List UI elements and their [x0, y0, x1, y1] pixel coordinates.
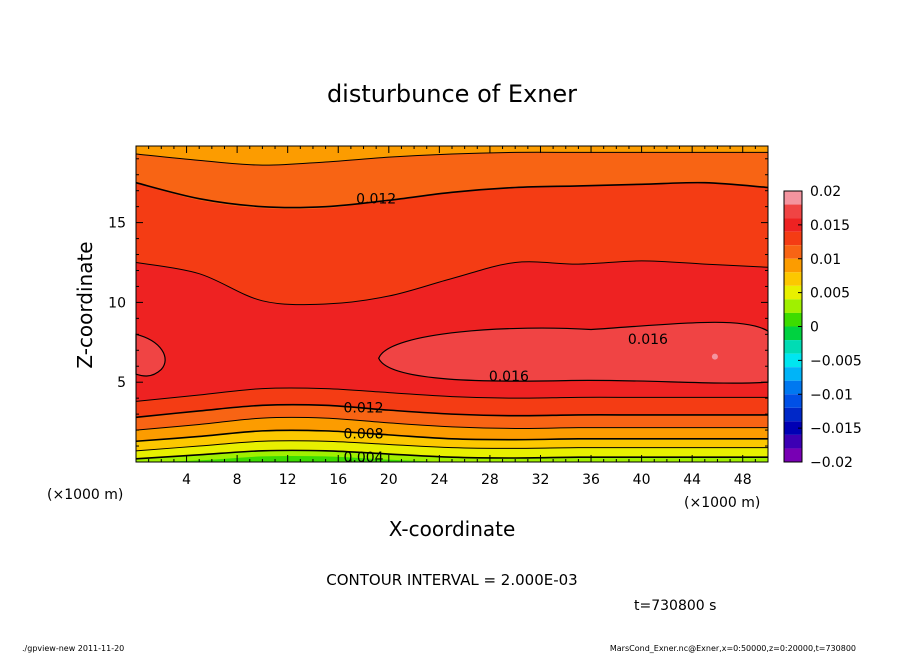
colorbar-swatch	[784, 421, 802, 435]
colorbar-tick-label: 0	[810, 320, 819, 336]
contour-label: 0.012	[343, 401, 383, 417]
contour-label: 0.008	[343, 426, 383, 442]
time-text: t=730800 s	[634, 598, 716, 614]
footer-left: ./gpview-new 2011-11-20	[22, 644, 124, 653]
colorbar-swatch	[784, 448, 802, 462]
contour-line	[135, 416, 768, 431]
colorbar-swatch	[784, 326, 802, 341]
x-tick-label: 40	[633, 472, 651, 488]
colorbar-swatch	[784, 367, 802, 381]
y-axis-label: Z-coordinate	[73, 241, 97, 368]
contour-line	[135, 387, 768, 402]
field-bottom-band	[136, 455, 768, 463]
x-axis-label: X-coordinate	[389, 517, 516, 541]
x-tick-label: 8	[233, 472, 242, 488]
colorbar-swatch	[784, 353, 802, 368]
x-tick-label: 32	[532, 472, 550, 488]
field-peak	[711, 353, 718, 360]
colorbar-swatch	[784, 407, 802, 422]
colorbar-swatch	[784, 380, 802, 395]
x-tick-label: 36	[582, 472, 600, 488]
footer-right: MarsCond_Exner.nc@Exner,x=0:50000,z=0:20…	[610, 644, 856, 653]
colorbar-tick-label: 0.015	[810, 218, 850, 234]
colorbar-swatch	[784, 218, 802, 232]
colorbar-tick-label: −0.02	[810, 455, 853, 471]
contour-line	[135, 429, 768, 443]
contour-label: 0.012	[356, 192, 396, 208]
chart-title: disturbunce of Exner	[327, 80, 577, 108]
contour-line	[135, 440, 768, 452]
x-tick-label: 24	[430, 472, 448, 488]
colorbar-swatch	[784, 231, 802, 246]
contour-line	[135, 151, 768, 166]
y-tick-label: 5	[117, 375, 126, 391]
contour-line	[135, 403, 768, 419]
colorbar-swatch	[784, 312, 802, 327]
contour-left-max	[135, 333, 166, 377]
x-tick-label: 44	[683, 472, 701, 488]
colorbar-tick-label: −0.005	[810, 353, 862, 369]
colorbar-tick-label: −0.01	[810, 387, 853, 403]
colorbar-swatch	[784, 204, 802, 219]
colorbar-tick-label: 0.005	[810, 286, 850, 302]
colorbar-tick-label: −0.015	[810, 421, 862, 437]
contour-line	[135, 181, 769, 209]
colorbar-swatch	[784, 394, 802, 408]
x-tick-label: 20	[380, 472, 398, 488]
colorbar-swatch	[784, 340, 802, 354]
colorbar-swatch	[784, 285, 802, 300]
x-tick-label: 12	[279, 472, 297, 488]
colorbar-swatch	[784, 272, 802, 286]
colorbar-swatch	[784, 258, 802, 273]
colorbar-tick-label: 0.02	[810, 184, 841, 200]
contour-interval-text: CONTOUR INTERVAL = 2.000E-03	[326, 571, 577, 589]
contour-label: 0.004	[343, 450, 383, 466]
colorbar-swatch	[784, 245, 802, 259]
y-tick-label: 15	[108, 216, 126, 232]
y-tick-label: 10	[108, 295, 126, 311]
x-tick-label: 16	[329, 472, 347, 488]
colorbar-swatch	[784, 191, 802, 205]
x-tick-label: 48	[734, 472, 752, 488]
x-tick-label: 28	[481, 472, 499, 488]
contour-line	[135, 260, 769, 306]
x-unit-right: (×1000 m)	[684, 495, 760, 511]
colorbar-swatch	[784, 434, 802, 449]
x-unit-left: (×1000 m)	[47, 487, 123, 503]
colorbar-swatch	[784, 299, 802, 313]
colorbar-tick-label: 0.01	[810, 252, 841, 268]
x-tick-label: 4	[182, 472, 191, 488]
contour-line	[135, 449, 768, 460]
contour-label: 0.016	[628, 332, 668, 348]
contour-label: 0.016	[489, 369, 529, 385]
field-top-band	[136, 146, 768, 166]
